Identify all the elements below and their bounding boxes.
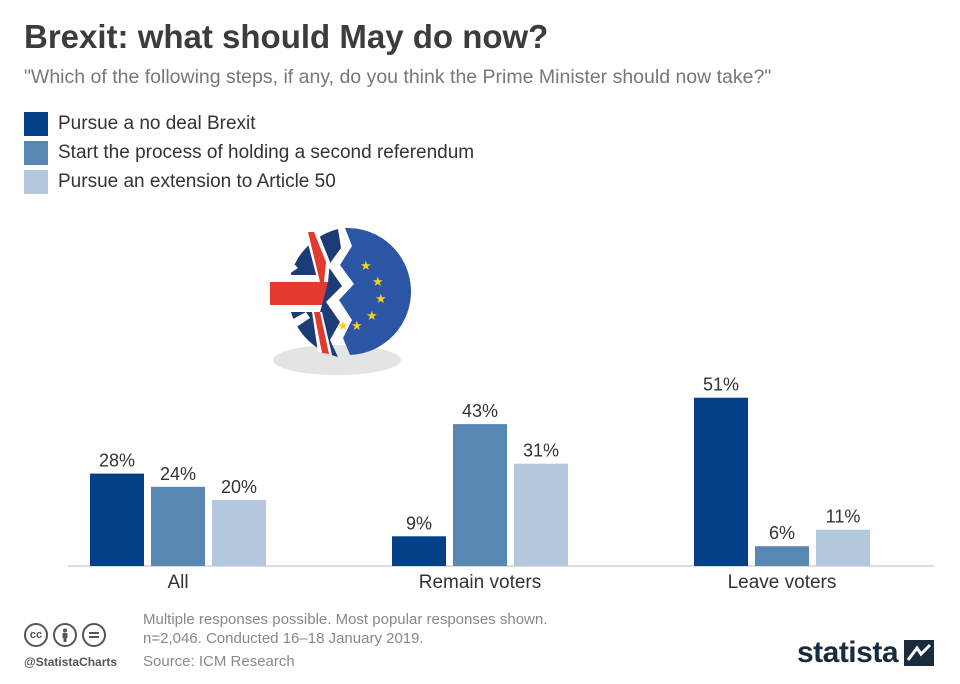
legend-label-extension: Pursue an extension to Article 50 — [58, 171, 336, 192]
svg-text:★: ★ — [360, 258, 372, 273]
source-text: Source: ICM Research — [143, 653, 295, 670]
statista-logo-icon — [904, 640, 934, 666]
value-label-leave-voters-series-2: 6% — [769, 523, 795, 543]
bars-group — [90, 397, 870, 566]
bar-all-series-2 — [151, 486, 205, 566]
legend-swatch-no-deal — [24, 112, 48, 136]
legend-label-second-referendum: Start the process of holding a second re… — [58, 142, 475, 163]
svg-text:★: ★ — [375, 291, 387, 306]
broken-flag-illustration: ★ ★ ★ ★ ★ ★ — [270, 227, 412, 375]
twitter-handle[interactable]: @StatistaCharts — [24, 655, 118, 669]
category-label-leave-voters: Leave voters — [728, 572, 837, 593]
bar-remain-voters-series-1 — [392, 536, 446, 566]
svg-text:★: ★ — [366, 308, 378, 323]
category-labels-group: All Remain voters Leave voters — [167, 572, 836, 593]
svg-text:★: ★ — [337, 318, 349, 333]
footer-note: Multiple responses possible. Most popula… — [143, 610, 547, 648]
bar-leave-voters-series-2 — [755, 546, 809, 566]
value-label-remain-voters-series-1: 9% — [406, 513, 432, 533]
statista-logo[interactable]: statista — [797, 636, 934, 670]
value-label-leave-voters-series-1: 51% — [703, 375, 739, 395]
value-labels-group: 28% 24% 20% 9% 43% 31% 51% 6% 11% — [99, 375, 860, 544]
legend-label-no-deal: Pursue a no deal Brexit — [58, 113, 256, 134]
value-label-remain-voters-series-2: 43% — [462, 401, 498, 421]
bar-remain-voters-series-2 — [453, 424, 507, 566]
value-label-all-series-1: 28% — [99, 451, 135, 471]
category-label-remain-voters: Remain voters — [419, 572, 542, 593]
svg-text:★: ★ — [351, 318, 363, 333]
bar-leave-voters-series-3 — [816, 529, 870, 566]
value-label-leave-voters-series-3: 11% — [826, 507, 861, 527]
value-label-all-series-2: 24% — [160, 464, 196, 484]
by-icon[interactable] — [53, 623, 77, 647]
eu-stars: ★ ★ ★ ★ ★ ★ — [337, 258, 387, 333]
category-label-all: All — [167, 572, 188, 593]
svg-text:★: ★ — [372, 274, 384, 289]
legend-swatch-extension — [24, 170, 48, 194]
footer-note-line1: Multiple responses possible. Most popula… — [143, 611, 548, 628]
bar-remain-voters-series-3 — [514, 463, 568, 566]
bar-all-series-3 — [212, 500, 266, 566]
legend-item-extension: Pursue an extension to Article 50 — [24, 168, 474, 196]
nd-icon[interactable] — [82, 623, 106, 647]
chart-title: Brexit: what should May do now? — [24, 18, 549, 55]
cc-icon[interactable]: cc — [24, 623, 48, 647]
bar-all-series-1 — [90, 473, 144, 566]
legend-item-no-deal: Pursue a no deal Brexit — [24, 110, 474, 138]
license-icons: cc — [24, 623, 106, 647]
bar-leave-voters-series-1 — [694, 397, 748, 566]
legend-item-second-referendum: Start the process of holding a second re… — [24, 139, 474, 167]
legend: Pursue a no deal Brexit Start the proces… — [24, 110, 474, 197]
legend-swatch-second-referendum — [24, 141, 48, 165]
chart-subtitle: "Which of the following steps, if any, d… — [24, 66, 772, 88]
value-label-remain-voters-series-3: 31% — [523, 441, 559, 461]
footer-note-line2: n=2,046. Conducted 16–18 January 2019. — [143, 630, 424, 647]
statista-logo-text: statista — [796, 636, 899, 669]
value-label-all-series-3: 20% — [221, 477, 257, 497]
